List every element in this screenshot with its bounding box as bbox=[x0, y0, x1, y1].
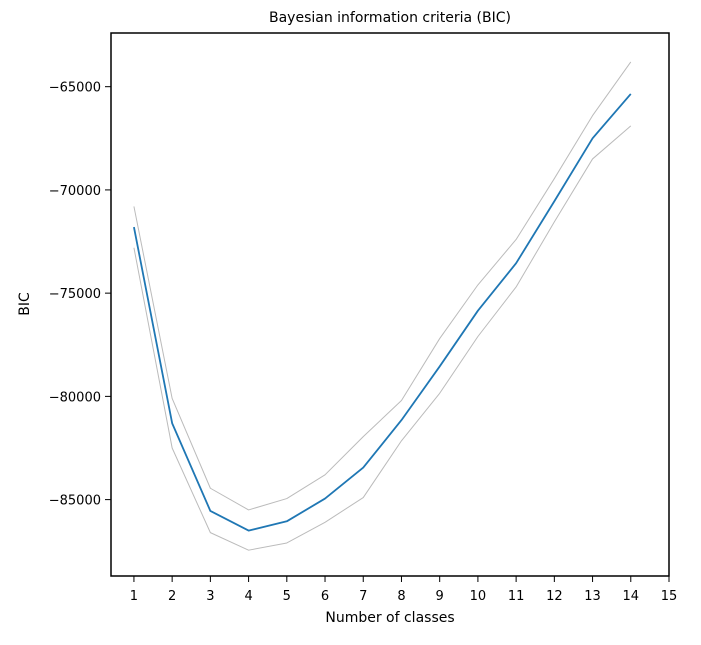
y-axis-label: BIC bbox=[17, 292, 33, 316]
plot-area bbox=[110, 32, 670, 577]
y-tick-label: −70000 bbox=[49, 184, 101, 199]
chart-title: Bayesian information criteria (BIC) bbox=[269, 10, 511, 26]
x-tick-label: 14 bbox=[623, 589, 640, 604]
x-tick-label: 10 bbox=[470, 589, 487, 604]
x-tick-label: 4 bbox=[244, 589, 252, 604]
x-tick-label: 11 bbox=[508, 589, 525, 604]
x-tick-label: 1 bbox=[130, 589, 138, 604]
x-tick-label: 3 bbox=[206, 589, 214, 604]
x-tick-label: 12 bbox=[546, 589, 563, 604]
x-tick-label: 15 bbox=[661, 589, 678, 604]
x-tick-label: 13 bbox=[584, 589, 601, 604]
series-line-mean bbox=[133, 93, 632, 532]
y-tick-label: −85000 bbox=[49, 494, 101, 509]
x-tick-label: 6 bbox=[321, 589, 329, 604]
plot-frame bbox=[110, 32, 670, 577]
series-line-lower bbox=[133, 125, 632, 551]
y-axis-ticks: −85000 −80000 −75000 −70000 −65000 bbox=[49, 81, 111, 509]
x-axis-ticks: 1 2 3 4 5 6 7 8 9 10 11 12 13 14 15 bbox=[130, 576, 677, 604]
series-line-upper bbox=[133, 61, 632, 511]
x-tick-label: 5 bbox=[283, 589, 291, 604]
y-tick-label: −80000 bbox=[49, 390, 101, 405]
y-tick-label: −65000 bbox=[49, 81, 101, 96]
x-tick-label: 8 bbox=[397, 589, 405, 604]
x-tick-label: 9 bbox=[436, 589, 444, 604]
y-tick-label: −75000 bbox=[49, 287, 101, 302]
x-axis-label: Number of classes bbox=[325, 610, 454, 626]
x-tick-label: 7 bbox=[359, 589, 367, 604]
x-tick-label: 2 bbox=[168, 589, 176, 604]
